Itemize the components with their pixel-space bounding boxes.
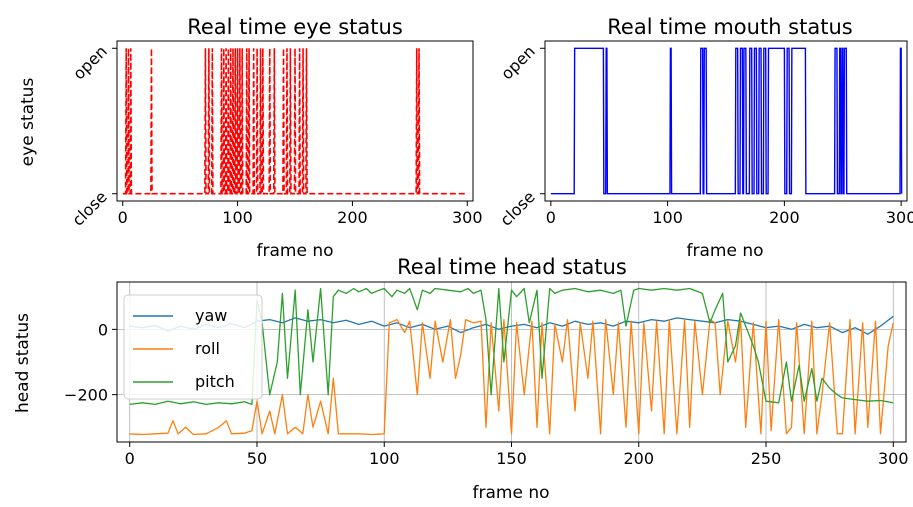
- mouth-x-axis: 0 100 200 300: [546, 201, 913, 227]
- head-y-tick-label: 0: [98, 320, 108, 339]
- mouth-x-axis-label: frame no: [687, 241, 764, 261]
- eye-x-tick-label: 300: [452, 208, 483, 227]
- head-chart: Real time head status 0 50 100 150 200 250 300…: [13, 255, 909, 503]
- head-legend: yaw roll pitch: [123, 294, 263, 400]
- mouth-series-layer: [550, 47, 903, 195]
- eye-x-tick-label: 100: [222, 208, 253, 227]
- mouth-plot-frame: [544, 40, 908, 202]
- head-x-tick-label: 200: [623, 449, 654, 468]
- head-chart-title: Real time head status: [397, 255, 627, 279]
- mouth-chart: Real time mouth status 0 100 200 300 close o…: [496, 15, 913, 261]
- eye-status-series: [122, 48, 465, 195]
- mouth-x-tick-label: 100: [652, 208, 683, 227]
- head-x-tick-label: 150: [496, 449, 527, 468]
- legend-label-roll: roll: [195, 339, 220, 358]
- mouth-y-axis: close open: [496, 42, 545, 230]
- eye-series-layer: [122, 48, 465, 195]
- head-series-pitch: [129, 287, 894, 406]
- head-series-roll: [129, 318, 894, 436]
- eye-chart-title: Real time eye status: [187, 15, 403, 39]
- head-y-axis-label: head status: [13, 313, 33, 413]
- legend-label-pitch: pitch: [195, 372, 235, 391]
- head-y-tick-label: −200: [64, 386, 108, 405]
- eye-x-axis: 0 100 200 300: [118, 201, 483, 227]
- head-x-axis-label: frame no: [473, 483, 550, 503]
- mouth-status-series: [550, 47, 903, 195]
- eye-x-tick-label: 0: [118, 208, 128, 227]
- head-x-tick-label: 50: [247, 449, 267, 468]
- head-y-axis: 0 −200: [64, 320, 117, 405]
- legend-label-yaw: yaw: [195, 306, 227, 325]
- mouth-y-tick-label: close: [496, 187, 539, 230]
- eye-y-axis: close open: [68, 42, 117, 230]
- head-x-tick-label: 100: [369, 449, 400, 468]
- mouth-x-tick-label: 200: [769, 208, 800, 227]
- mouth-chart-title: Real time mouth status: [607, 15, 852, 39]
- head-x-axis: 0 50 100 150 200 250 300: [125, 442, 909, 468]
- eye-y-tick-label: close: [68, 187, 111, 230]
- eye-y-axis-label: eye status: [18, 78, 38, 167]
- head-x-tick-label: 250: [751, 449, 782, 468]
- eye-plot-frame: [116, 40, 474, 202]
- legend-box: [123, 294, 263, 400]
- mouth-y-tick-label: open: [497, 42, 539, 84]
- eye-chart: Real time eye status 0 100 200 300 close ope…: [18, 15, 483, 261]
- eye-y-tick-label: open: [69, 42, 111, 84]
- head-x-tick-label: 0: [125, 449, 135, 468]
- head-x-tick-label: 300: [878, 449, 909, 468]
- mouth-x-tick-label: 300: [886, 208, 913, 227]
- eye-x-tick-label: 200: [337, 208, 368, 227]
- mouth-x-tick-label: 0: [546, 208, 556, 227]
- eye-x-axis-label: frame no: [257, 241, 334, 261]
